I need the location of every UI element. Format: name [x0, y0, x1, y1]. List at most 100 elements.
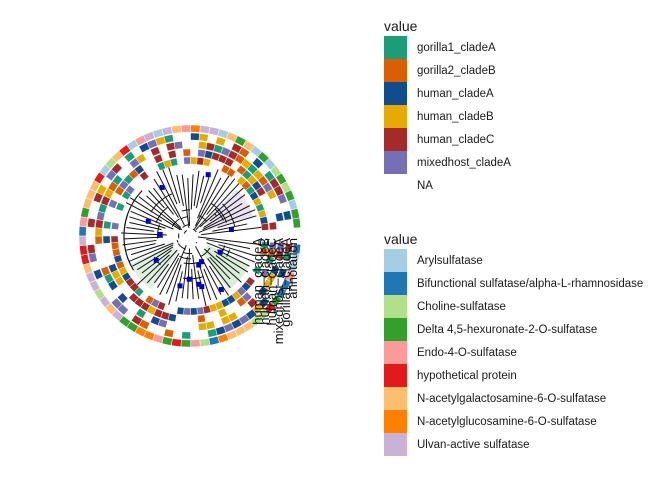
tree-arc	[157, 224, 161, 239]
ring-column-label: human_cladeA	[250, 238, 265, 325]
heat-cell	[167, 150, 177, 159]
heat-cell	[94, 235, 103, 245]
heat-cell	[197, 149, 206, 158]
tree-branch	[146, 249, 178, 284]
heat-cell	[190, 339, 201, 348]
legend-item: mixedhost_cladeA	[384, 151, 511, 174]
tree-branch	[190, 174, 194, 210]
tree-arc	[198, 215, 208, 222]
heat-cell	[183, 156, 191, 165]
legend-label: Endo-4-O-sulfatase	[417, 346, 517, 359]
heat-cell	[130, 314, 143, 326]
tree-arc	[213, 212, 218, 217]
legend-label: Choline-sulfatase	[417, 300, 506, 313]
tree-branch	[126, 243, 156, 251]
node-marker	[196, 281, 202, 287]
heat-cell	[199, 125, 211, 134]
node-marker	[186, 276, 192, 282]
legend-swatch	[384, 318, 407, 341]
tree-branch	[168, 166, 181, 204]
legend-swatch	[384, 151, 407, 174]
heat-cell	[79, 244, 88, 256]
heat-cell	[169, 157, 179, 167]
heat-cell	[197, 314, 206, 323]
heat-cell	[135, 308, 147, 319]
heat-cell	[96, 184, 108, 196]
legend-label: mixedhost_cladeA	[417, 156, 511, 169]
legend-label: Bifunctional sulfatase/alpha-L-rhamnosid…	[417, 277, 644, 290]
heat-cell	[198, 133, 209, 142]
tree-branch	[138, 196, 183, 231]
heat-cell	[161, 126, 173, 136]
tree-arc	[155, 206, 168, 223]
legend-label: NA	[417, 179, 433, 192]
heat-cell	[208, 126, 220, 136]
tree-branch	[128, 242, 174, 262]
tree-branch	[187, 177, 191, 226]
ring-column-label: human_cladeC	[264, 238, 279, 325]
tree-branch	[202, 205, 250, 230]
heat-cell	[183, 307, 191, 316]
heat-cell	[292, 217, 301, 229]
heat-cell	[198, 322, 208, 331]
heat-cell	[260, 222, 269, 231]
heat-cell	[176, 306, 185, 315]
heat-cell	[111, 242, 120, 250]
node-marker	[198, 259, 204, 265]
tree-arc	[192, 228, 197, 233]
heat-cell	[171, 125, 182, 134]
tree-branch	[193, 174, 230, 230]
legend-item: NA	[384, 174, 511, 197]
legend-label: Delta 4,5-hexuronate-2-O-sulfatase	[417, 323, 598, 336]
heat-cell	[87, 217, 96, 228]
tree-branch	[130, 243, 165, 256]
tree-branch	[181, 174, 190, 228]
tree-arc	[195, 241, 198, 244]
heat-cell	[115, 202, 126, 212]
heat-cell	[190, 124, 201, 133]
heat-cell	[215, 136, 227, 147]
heat-cell	[180, 339, 191, 348]
legend-item: human_cladeB	[384, 105, 511, 128]
heat-cell	[161, 336, 173, 346]
heat-cell	[134, 164, 145, 175]
heat-cell	[108, 263, 118, 274]
heat-cell	[80, 253, 90, 266]
heat-cell	[246, 297, 258, 309]
heat-cell	[149, 146, 161, 157]
legend-label: gorilla2_cladeB	[417, 64, 496, 77]
heat-cell	[265, 255, 275, 266]
legend-swatch	[384, 174, 407, 197]
legend-clade: value gorilla1_cladeA gorilla2_cladeB huma…	[384, 16, 511, 197]
heat-cell	[277, 267, 288, 279]
heat-cell	[202, 158, 212, 167]
tree-branch	[206, 238, 251, 250]
tree-branch	[191, 269, 194, 300]
tree-branch	[130, 210, 174, 230]
legend-swatch	[384, 341, 407, 364]
tree-branch	[203, 248, 242, 283]
heat-cell	[123, 151, 136, 163]
tree-branch	[129, 197, 181, 231]
heat-cell	[100, 265, 111, 277]
heat-cell	[144, 294, 155, 305]
heat-cell	[205, 320, 216, 330]
tree-branch	[123, 236, 164, 240]
tree-branch	[129, 222, 162, 231]
heat-cell	[224, 157, 235, 168]
tree-branch	[192, 254, 200, 299]
heat-cell	[153, 153, 164, 164]
heat-cell	[171, 338, 182, 347]
tree-branch	[122, 239, 157, 246]
node-marker	[205, 172, 211, 178]
legend-swatch	[384, 59, 407, 82]
heat-cell	[275, 212, 284, 222]
legend-swatch	[384, 82, 407, 105]
tree-branch	[208, 265, 229, 296]
tree-branch	[197, 261, 212, 301]
heat-cell	[238, 146, 250, 159]
ring-column-label: mixedhost_cladeA	[271, 238, 286, 345]
heat-cell	[268, 221, 277, 231]
node-marker	[217, 249, 223, 255]
heat-cell	[282, 251, 292, 262]
